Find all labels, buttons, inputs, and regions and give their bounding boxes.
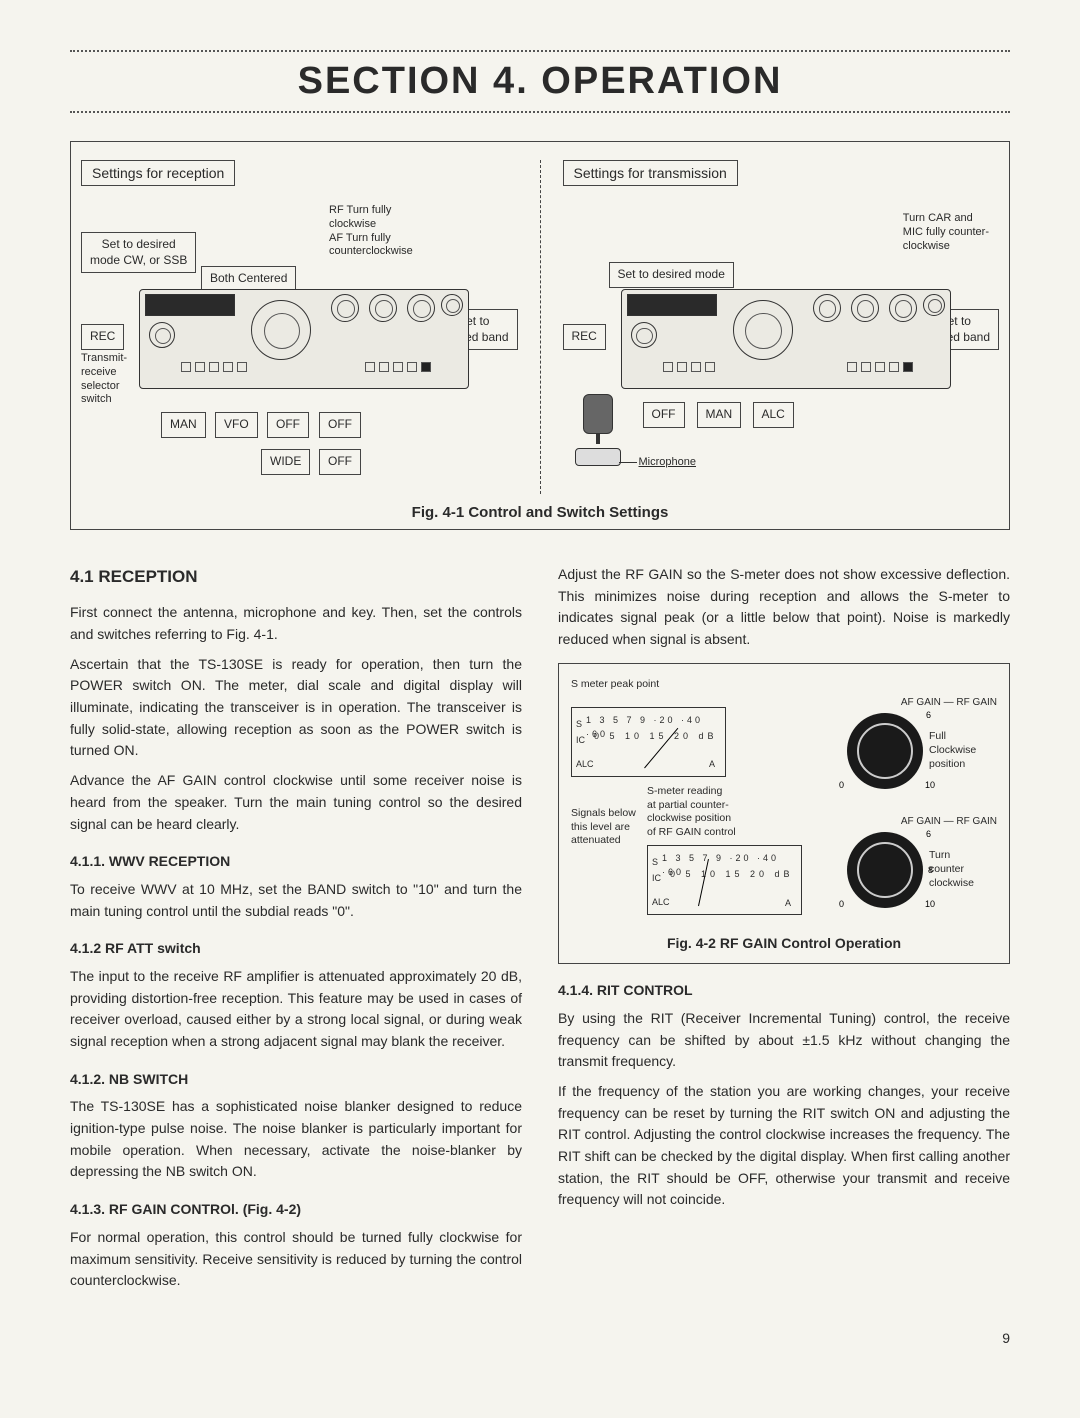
knob [813,294,841,322]
switch [691,362,701,372]
main-knob [733,300,793,360]
label-off-4: OFF [319,449,361,475]
reception-header: Settings for reception [81,160,235,186]
transmission-header: Settings for transmission [563,160,738,186]
knob [631,322,657,348]
label-tr-switch: Transmit- receive selector switch [81,352,127,407]
label-man-tx: MAN [697,402,742,428]
h-4-1-2-nb: 4.1.2. NB SWITCH [70,1069,522,1091]
switch [889,362,899,372]
label-signals-below: Signals below this level are attenuated [571,807,643,916]
switch [393,362,403,372]
title-banner: SECTION 4. OPERATION [70,50,1010,113]
figure-4-1: Settings for reception Set to desired mo… [70,141,1010,530]
knob [369,294,397,322]
knob [149,322,175,348]
para: By using the RIT (Receiver Incremental T… [558,1008,1010,1073]
switch [407,362,417,372]
main-knob [251,300,311,360]
label-rf-af: RF Turn fully clockwise AF Turn fully co… [329,204,413,259]
h-4-1: 4.1 RECEPTION [70,564,522,590]
left-column: 4.1 RECEPTION First connect the antenna,… [70,564,522,1300]
h-4-1-3: 4.1.3. RF GAIN CONTROl. (Fig. 4-2) [70,1199,522,1221]
right-column: Adjust the RF GAIN so the S-meter does n… [558,564,1010,1300]
switch [223,362,233,372]
s-meter-bottom: 1 3 5 7 9 ·20 ·40 ·60 0 5 10 15 20 dB S … [647,845,802,915]
knob [889,294,917,322]
label-full-cw: Full Clockwise position [929,730,976,771]
para: Advance the AF GAIN control clockwise un… [70,770,522,835]
figure-4-2: S meter peak point 1 3 5 7 9 ·20 ·40 ·60… [558,663,1010,964]
knob [923,294,945,316]
switch [365,362,375,372]
switch [705,362,715,372]
label-both-centered: Both Centered [201,266,296,292]
switch [903,362,913,372]
h-4-1-1: 4.1.1. WWV RECEPTION [70,851,522,873]
gain-label-bottom: AF GAIN — RF GAIN [847,814,997,830]
page-number: 9 [70,1330,1010,1346]
meter-scale-inner: 0 5 10 15 20 dB [594,730,718,744]
switch [421,362,431,372]
gain-label-top: AF GAIN — RF GAIN [847,695,997,711]
settings-reception: Settings for reception Set to desired mo… [81,160,518,494]
knob [331,294,359,322]
switch [209,362,219,372]
section-title: SECTION 4. OPERATION [70,54,1010,109]
switch [181,362,191,372]
fig-4-2-caption: Fig. 4-2 RF GAIN Control Operation [571,933,997,955]
h-4-1-2-att: 4.1.2 RF ATT switch [70,938,522,960]
gain-knob-top: 6 0 10 [847,713,923,789]
s-meter-top: 1 3 5 7 9 ·20 ·40 ·60 0 5 10 15 20 dB S … [571,707,726,777]
label-set-mode: Set to desired mode CW, or SSB [81,232,196,273]
label-set-mode-tx: Set to desired mode [609,262,734,288]
label-wide: WIDE [261,449,310,475]
switch [861,362,871,372]
meter-scale-inner: 0 5 10 15 20 dB [670,868,794,882]
para: For normal operation, this control shoul… [70,1227,522,1292]
label-rec-tx: REC [563,324,606,350]
para: If the frequency of the station you are … [558,1081,1010,1211]
switch [847,362,857,372]
label-smeter-reading: S-meter reading at partial counter- cloc… [647,785,802,840]
para: Ascertain that the TS-130SE is ready for… [70,654,522,762]
label-peak-point: S meter peak point [571,678,997,692]
h-4-1-4: 4.1.4. RIT CONTROL [558,980,1010,1002]
switch [379,362,389,372]
divider [540,160,541,494]
label-turn-ccw: Turn counter clockwise [929,849,974,890]
label-alc: ALC [753,402,794,428]
para: The input to the receive RF amplifier is… [70,966,522,1053]
switch [195,362,205,372]
knob [441,294,463,316]
gain-knob-bottom: 6 8 0 10 [847,832,923,908]
knob [407,294,435,322]
display-panel [145,294,235,316]
label-off-3: OFF [319,412,361,438]
label-vfo: VFO [215,412,258,438]
label-off-2: OFF [267,412,309,438]
display-panel [627,294,717,316]
switch [663,362,673,372]
para: To receive WWV at 10 MHz, set the BAND s… [70,879,522,922]
fig-4-1-caption: Fig. 4-1 Control and Switch Settings [81,504,999,521]
para: First connect the antenna, microphone an… [70,602,522,645]
knob [851,294,879,322]
microphone-icon [573,394,623,464]
leader-line [619,462,637,463]
switch [875,362,885,372]
para: Adjust the RF GAIN so the S-meter does n… [558,564,1010,651]
switch [677,362,687,372]
label-man: MAN [161,412,206,438]
label-off-tx: OFF [643,402,685,428]
para: The TS-130SE has a sophisticated noise b… [70,1096,522,1183]
settings-transmission: Settings for transmission Turn CAR and M… [563,160,1000,494]
switch [237,362,247,372]
label-microphone: Microphone [639,456,696,470]
label-rec: REC [81,324,124,350]
label-car-mic: Turn CAR and MIC fully counter- clockwis… [903,212,989,253]
